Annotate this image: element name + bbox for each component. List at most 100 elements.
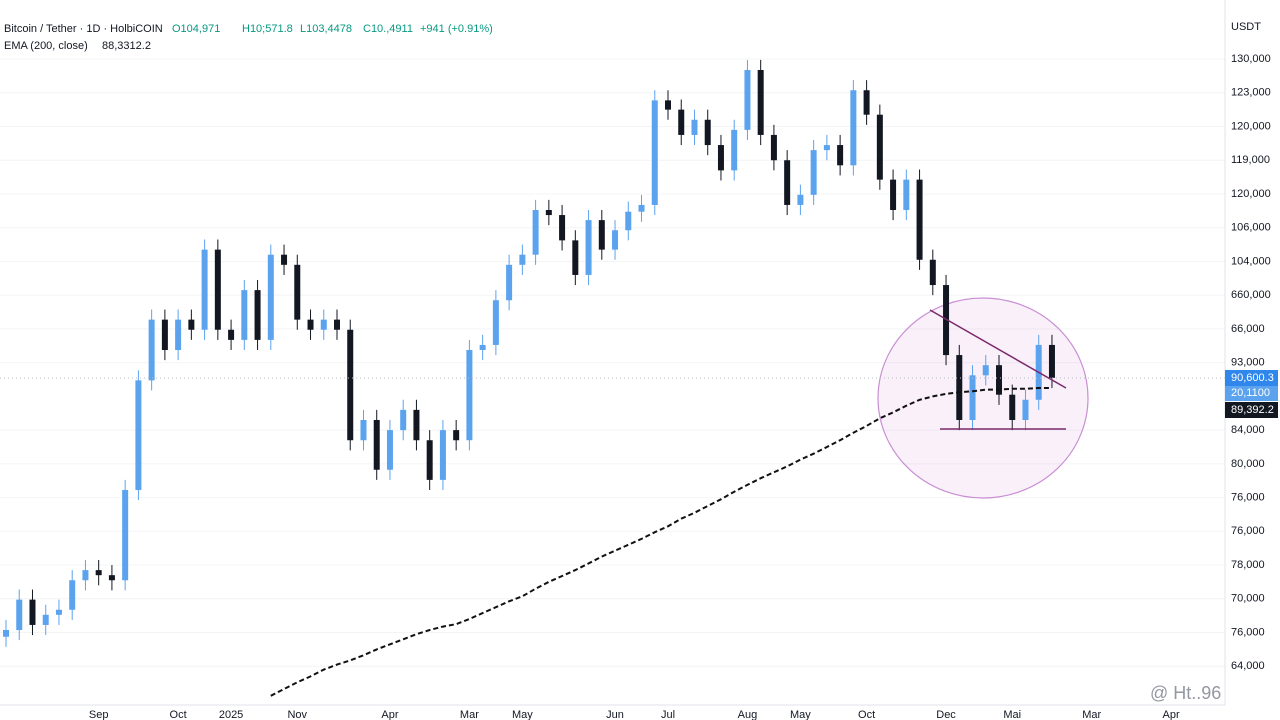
candle-body [837, 145, 844, 166]
candle-body [241, 290, 248, 340]
watermark: @ Ht..96 [1150, 683, 1221, 703]
candle-body [665, 100, 671, 110]
price-badge-text: 90,600.3 [1231, 372, 1274, 384]
candle-body [598, 220, 605, 250]
x-tick-label: May [512, 709, 533, 720]
candle-body [1048, 344, 1055, 378]
ema-badge [1225, 402, 1278, 418]
candle-body [532, 210, 539, 255]
y-tick-label: 120,000 [1231, 188, 1271, 200]
ohlc-low: L103,4478 [300, 23, 352, 35]
y-tick-label: 76,000 [1231, 525, 1265, 537]
ema-line [270, 387, 1052, 697]
price-badge [1225, 370, 1278, 386]
x-tick-label: May [790, 709, 811, 720]
countdown-badge [1225, 386, 1278, 401]
candle-body [916, 179, 923, 260]
candle-body [903, 179, 910, 210]
y-tick-label: 119,000 [1231, 154, 1270, 166]
candle-body [320, 319, 327, 330]
candle-body [585, 220, 592, 275]
candle-body [373, 420, 380, 470]
candle-body [691, 119, 698, 135]
candle-body [704, 119, 711, 146]
ohlc-change: +941 (+0.91%) [420, 23, 493, 35]
x-tick-label: Jul [661, 709, 675, 720]
candle-body [201, 249, 208, 330]
currency-label: USDT [1231, 21, 1261, 33]
trendline [929, 309, 1067, 389]
candle-body [717, 145, 724, 171]
countdown-badge-text: 20,1100 [1231, 387, 1270, 399]
candle-body [228, 329, 235, 340]
x-tick-label: 2025 [219, 709, 243, 720]
y-tick-label: 120,000 [1231, 120, 1271, 132]
y-tick-label: 123,000 [1231, 87, 1271, 99]
x-tick-label: Mar [460, 709, 479, 720]
y-tick-label: 76,000 [1231, 626, 1265, 638]
y-tick-label: 84,000 [1231, 424, 1265, 436]
candle-body [347, 329, 354, 441]
indicator-value: 88,3312.2 [102, 40, 151, 52]
candle-body [678, 109, 685, 135]
x-tick-label: Oct [170, 709, 187, 720]
candle-body [757, 70, 764, 135]
x-tick-label: Sep [89, 709, 109, 720]
candle-body [413, 409, 420, 441]
candle-body [625, 211, 632, 231]
candle-body [307, 319, 314, 330]
grid [0, 58, 1225, 667]
x-tick-label: Jun [606, 709, 624, 720]
candle-body [969, 375, 976, 420]
candle-body [545, 210, 552, 216]
candle-body [797, 194, 804, 205]
candle-body [823, 145, 830, 151]
candle-body [135, 380, 142, 490]
candle-body [863, 90, 870, 115]
candle-body [294, 264, 301, 320]
candle-body [161, 319, 168, 350]
x-tick-label: Apr [381, 709, 398, 720]
x-tick-label: Nov [287, 709, 307, 720]
y-tick-label: 93,000 [1231, 357, 1265, 369]
candle-body [876, 114, 883, 180]
candle-body [770, 134, 777, 161]
candle-body [55, 609, 62, 615]
candle-body [956, 355, 963, 420]
candle-body [784, 160, 791, 205]
candle-body [519, 254, 526, 265]
candle-body [1022, 399, 1029, 420]
indicator-name: EMA (200, close) [4, 40, 88, 52]
candle-body [1009, 394, 1016, 420]
candle-body [426, 440, 433, 480]
y-tick-label: 70,000 [1231, 593, 1265, 605]
candle-body [612, 230, 619, 250]
candle-body [122, 490, 129, 581]
candle-body [731, 129, 738, 171]
candle-body [890, 179, 897, 210]
candle-body [479, 344, 486, 350]
ohlc-open: O104,971 [172, 23, 220, 35]
x-tick-label: Mai [1003, 709, 1021, 720]
candle-body [82, 570, 89, 581]
y-tick-label: 660,000 [1231, 289, 1271, 301]
candle-body [360, 420, 367, 441]
candle-body [254, 290, 261, 340]
candle-body [651, 100, 658, 205]
y-tick-label: 78,000 [1231, 559, 1265, 571]
ohlc-high: H10;571.8 [242, 23, 293, 35]
candle-body [16, 599, 23, 630]
axes: 130,000 123,000 120,000 119,000 120,000 106,0… [89, 53, 1271, 720]
y-tick-label: 130,000 [1231, 53, 1271, 65]
candle-body [929, 259, 936, 286]
candle-body [638, 204, 645, 212]
candle-body [69, 580, 76, 610]
candle-body [334, 319, 340, 330]
x-tick-label: Dec [936, 709, 956, 720]
y-tick-label: 104,000 [1231, 255, 1271, 267]
x-tick-label: Mar [1082, 709, 1101, 720]
y-tick-label: 80,000 [1231, 458, 1265, 470]
candle-body [175, 319, 182, 350]
x-tick-label: Apr [1163, 709, 1180, 720]
